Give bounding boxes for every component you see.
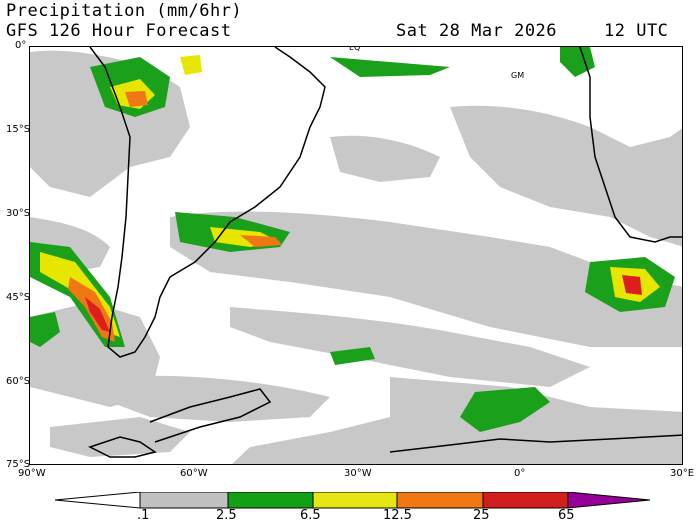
colorbar-label-4: 25	[473, 508, 490, 523]
lon-label-30e: 30°E	[670, 468, 695, 479]
colorbar-segment-orange	[396, 492, 484, 509]
lon-label-0: 0°	[514, 468, 526, 479]
colorbar-label-3: 12.5	[383, 508, 412, 523]
lat-label-60s: 60°S	[6, 376, 31, 387]
forecast-time: 12 UTC	[604, 21, 669, 41]
lat-label-30s: 30°S	[6, 208, 31, 219]
lat-label-0: 0°	[15, 40, 27, 51]
colorbar-segment-red	[482, 492, 569, 509]
colorbar-segment-yellow	[312, 492, 398, 509]
lat-label-45s: 45°S	[6, 292, 31, 303]
colorbar-label-2: 6.5	[300, 508, 321, 523]
colorbar-segment-green	[227, 492, 314, 509]
precipitation-map: EQ GM	[29, 46, 683, 465]
lon-label-90w: 90°W	[18, 468, 46, 479]
colorbar-high-tip	[567, 492, 650, 509]
colorbar-low-tip	[55, 492, 141, 509]
colorbar-label-1: 2.5	[216, 508, 237, 523]
colorbar-segment-light	[139, 492, 229, 509]
map-canvas	[30, 47, 682, 464]
colorbar-label-5: 65	[558, 508, 575, 523]
lat-label-15s: 15°S	[6, 124, 31, 135]
lon-label-30w: 30°W	[344, 468, 372, 479]
greenwich-annotation: GM	[511, 71, 525, 80]
forecast-model: GFS 126 Hour Forecast	[6, 21, 232, 41]
chart-title: Precipitation (mm/6hr)	[6, 1, 243, 21]
lon-label-60w: 60°W	[180, 468, 208, 479]
colorbar	[55, 492, 650, 509]
equator-annotation: EQ	[349, 46, 361, 52]
coastlines	[88, 47, 682, 458]
lat-label-75s: 75°S	[6, 459, 31, 470]
colorbar-label-0: .1	[137, 508, 150, 523]
forecast-date: Sat 28 Mar 2026	[396, 21, 558, 41]
precip-intense-layer	[68, 91, 642, 342]
